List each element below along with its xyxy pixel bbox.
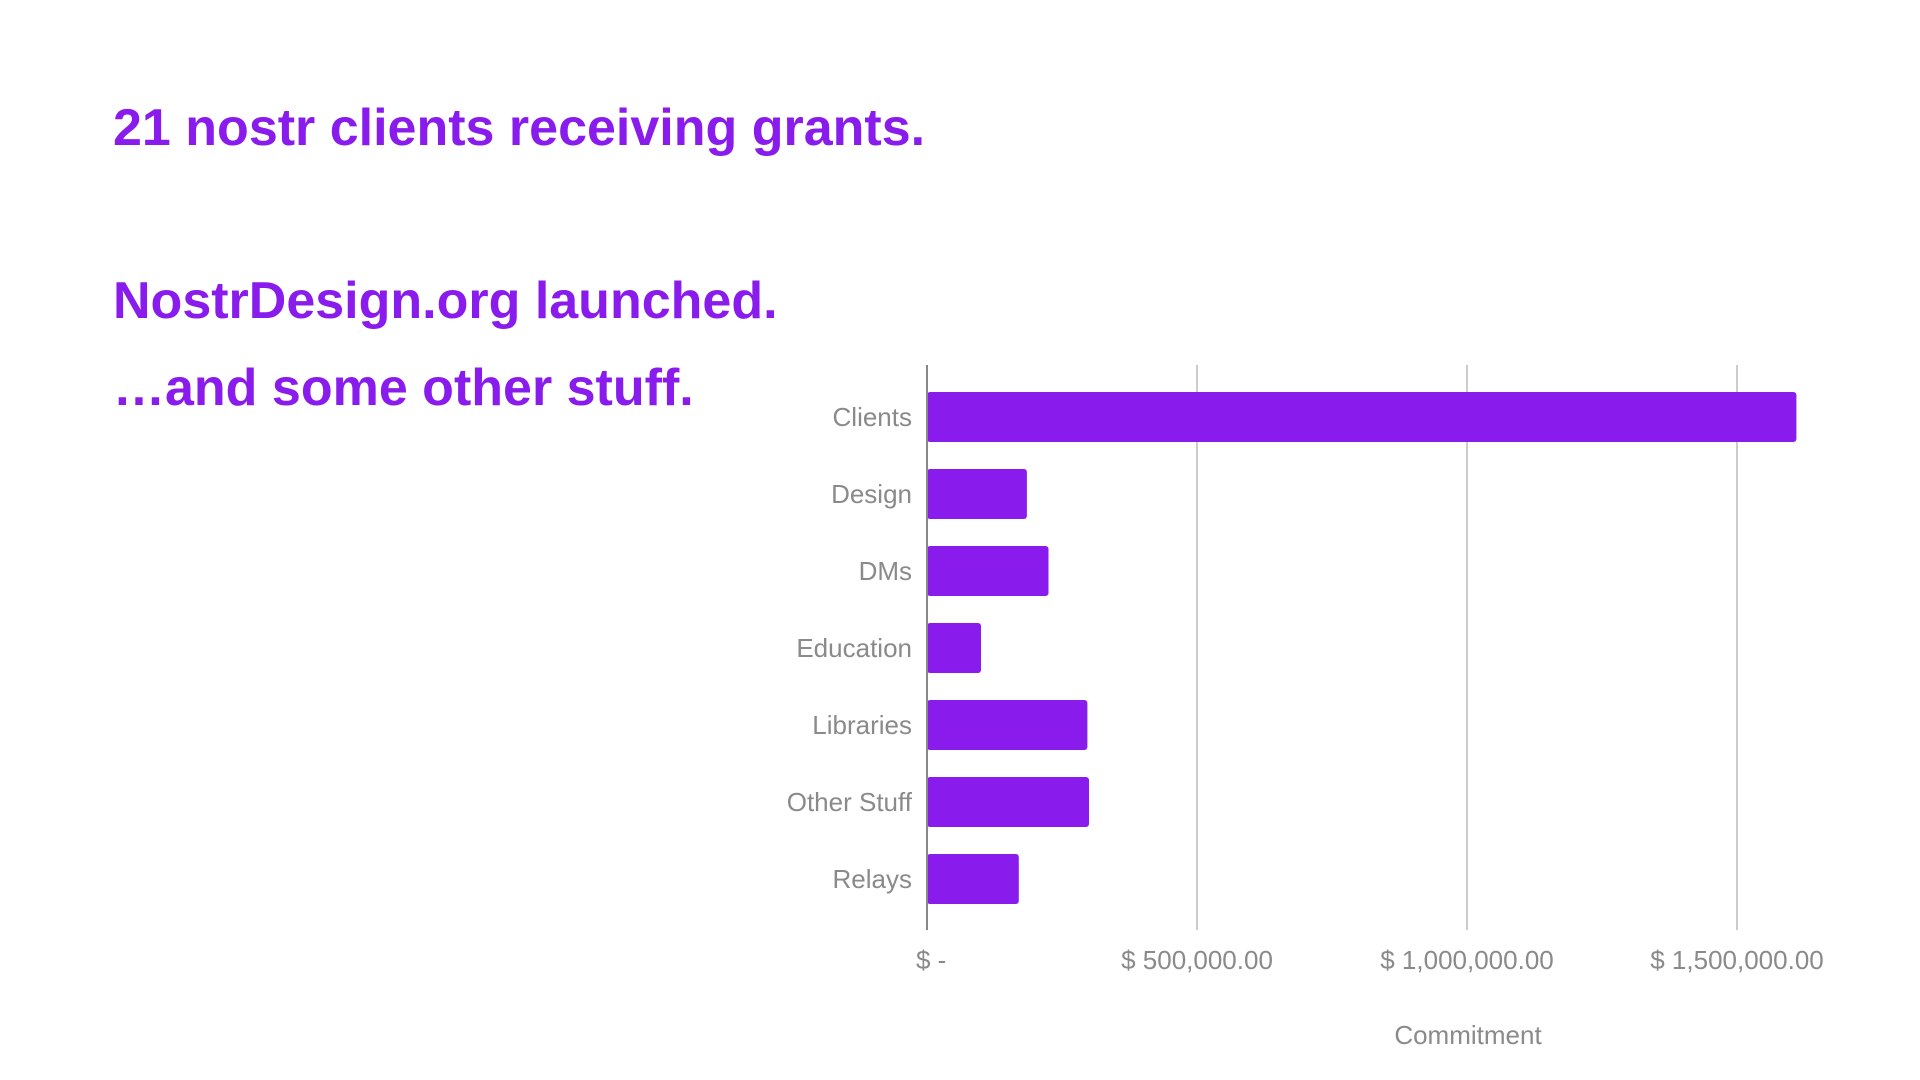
bar-dms [927,546,1049,596]
y-tick-label: Relays [833,864,912,894]
bars [927,392,1797,904]
bar-relays [927,854,1019,904]
headline-other-stuff: …and some other stuff. [113,359,694,417]
x-tick-label: $ - [916,945,946,975]
y-tick-label: Education [796,633,912,663]
gridlines [1196,365,1738,930]
bar-libraries [927,700,1088,750]
headline-nostrdesign: NostrDesign.org launched. [113,272,778,330]
y-tick-label: Clients [833,402,912,432]
bar-education [927,623,981,673]
y-tick-label: DMs [859,556,912,586]
bar-design [927,469,1027,519]
headline-grants: 21 nostr clients receiving grants. [113,99,926,157]
bar-clients [927,392,1797,442]
x-axis-title: Commitment [1394,1020,1542,1050]
axes: $ - $ 500,000.00 $ 1,000,000.00 $ 1,500,000… [787,365,1824,975]
y-tick-label: Design [831,479,912,509]
y-tick-label: Libraries [812,710,912,740]
x-tick-label: $ 1,000,000.00 [1380,945,1554,975]
x-tick-label: $ 1,500,000.00 [1650,945,1824,975]
bar-other-stuff [927,777,1089,827]
y-tick-label: Other Stuff [787,787,913,817]
x-tick-label: $ 500,000.00 [1121,945,1273,975]
